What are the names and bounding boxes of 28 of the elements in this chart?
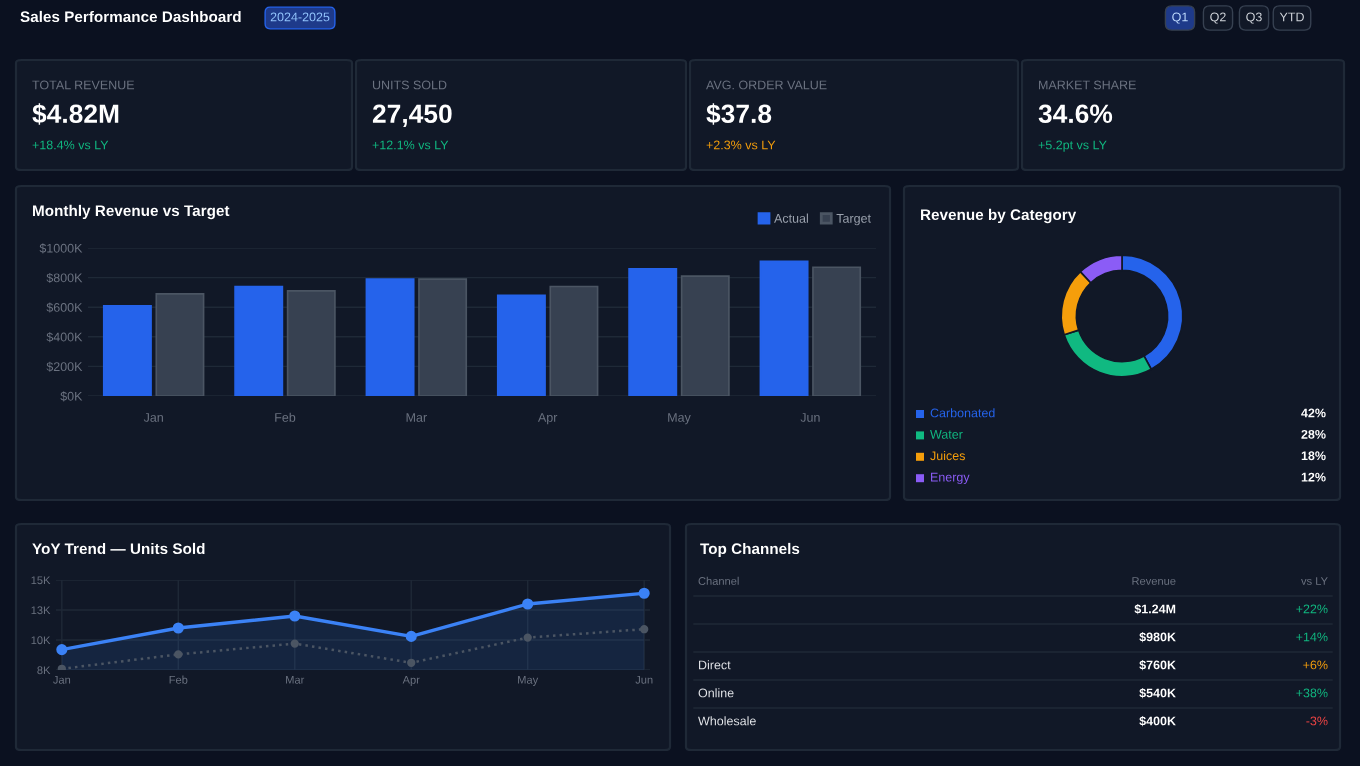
bar <box>628 267 678 396</box>
point <box>638 587 650 599</box>
point <box>172 622 184 634</box>
point <box>407 658 416 667</box>
point <box>523 633 532 642</box>
point <box>405 630 417 642</box>
point <box>57 664 66 670</box>
point <box>640 625 649 634</box>
bar <box>102 304 152 396</box>
text: 34.6% <box>1038 104 1113 124</box>
bar <box>549 285 599 396</box>
text: 27,450 <box>372 104 452 127</box>
point <box>290 639 299 648</box>
point <box>522 598 534 610</box>
point <box>174 650 183 659</box>
bar <box>496 294 546 396</box>
point <box>56 644 68 656</box>
bar <box>155 293 205 396</box>
bar <box>234 285 284 396</box>
text: $37.8 <box>706 103 772 125</box>
point <box>289 610 301 622</box>
bar <box>759 260 809 396</box>
bar <box>286 290 336 396</box>
text: $4.82M <box>32 103 119 125</box>
bar <box>365 278 415 396</box>
bar <box>680 275 730 396</box>
bar <box>418 278 468 396</box>
bar <box>812 266 862 396</box>
